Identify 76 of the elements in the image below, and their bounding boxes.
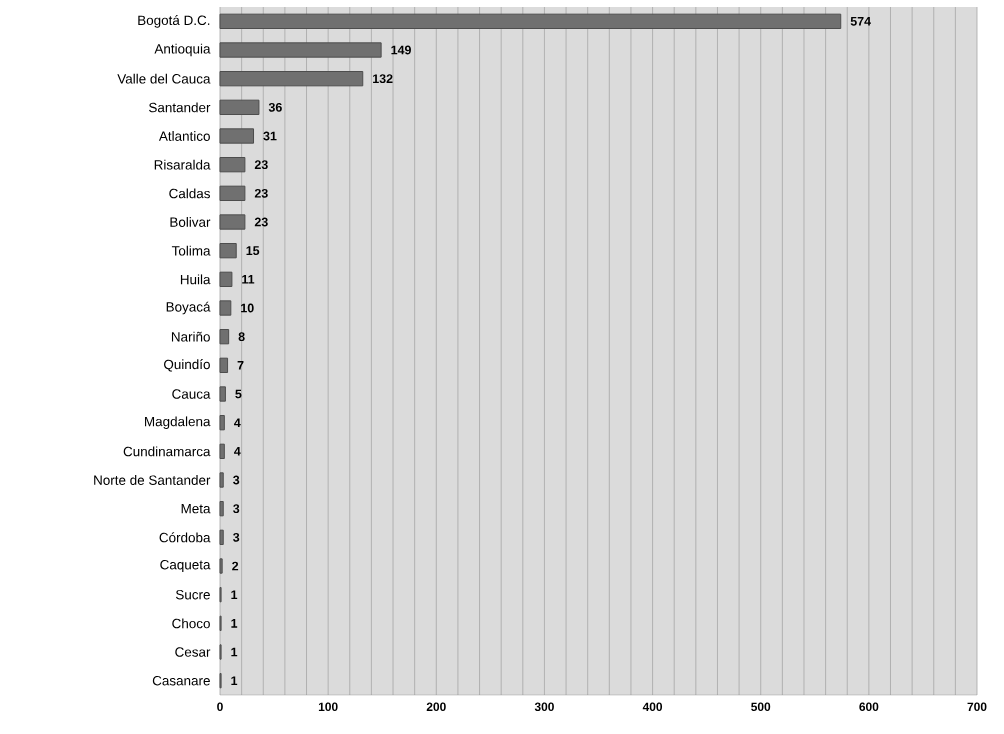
bar <box>219 472 224 488</box>
bar <box>219 214 246 230</box>
x-tick-label: 100 <box>318 702 338 711</box>
data-label: 23 <box>254 160 268 170</box>
y-tick-label: Meta <box>181 503 211 514</box>
x-tick-label: 0 <box>217 702 223 711</box>
bar <box>219 558 223 574</box>
y-tick-label: Risaralda <box>154 159 211 170</box>
data-label: 574 <box>850 17 871 26</box>
y-tick-label: Antioquia <box>154 43 211 57</box>
bar <box>219 99 260 115</box>
data-label: 149 <box>391 45 411 55</box>
y-tick-label: Cauca <box>172 389 211 399</box>
x-tick-label: 300 <box>534 702 554 712</box>
y-tick-label: Norte de Santander <box>94 475 211 485</box>
data-label: 36 <box>268 102 282 112</box>
bar <box>219 157 246 173</box>
data-label: 31 <box>263 131 277 141</box>
x-tick-label: 600 <box>859 702 879 711</box>
bar <box>219 357 229 373</box>
y-tick-label: Magdalena <box>145 416 211 429</box>
data-label: 11 <box>242 275 255 284</box>
bar <box>219 443 225 460</box>
y-tick-label: Caqueta <box>160 559 211 573</box>
y-tick-label: Cundinamarca <box>123 446 211 457</box>
data-label: 23 <box>254 188 268 198</box>
y-tick-label: Cesar <box>175 647 211 657</box>
y-tick-label: Sucre <box>175 589 210 600</box>
data-label: 5 <box>235 389 242 399</box>
y-tick-label: Atlantico <box>158 131 210 141</box>
data-label: 10 <box>241 303 254 313</box>
data-label: 1 <box>231 647 238 657</box>
data-label: 1 <box>231 590 238 599</box>
y-tick-label: Bolivar <box>170 217 211 227</box>
data-label: 23 <box>254 217 268 227</box>
y-tick-label: Choco <box>172 618 210 629</box>
x-tick-label: 400 <box>642 702 663 711</box>
bar <box>219 243 237 259</box>
y-tick-label: Casanare <box>152 675 210 686</box>
data-label: 4 <box>234 447 241 456</box>
data-label: 8 <box>238 332 245 342</box>
data-label: 1 <box>231 676 238 685</box>
bar <box>219 300 232 316</box>
y-tick-label: Nariño <box>171 331 210 342</box>
x-tick-label: 500 <box>751 702 771 711</box>
bar <box>219 329 230 345</box>
y-tick-label: Boyacá <box>166 301 211 315</box>
bar <box>219 13 842 29</box>
data-label: 132 <box>373 74 393 84</box>
bar <box>219 271 233 287</box>
data-label: 4 <box>234 418 241 427</box>
y-tick-label: Quindío <box>164 359 210 372</box>
y-tick-label: Tolima <box>171 245 211 256</box>
y-tick-label: Caldas <box>169 188 210 199</box>
y-tick-label: Córdoba <box>159 532 211 543</box>
bar <box>219 185 246 201</box>
data-label: 3 <box>233 504 240 514</box>
data-label: 3 <box>233 532 240 542</box>
bar <box>219 529 224 546</box>
y-tick-label: Santander <box>149 102 211 113</box>
bar <box>219 71 364 87</box>
bar <box>219 386 226 402</box>
bar <box>219 501 224 517</box>
bar <box>219 42 382 58</box>
data-label: 7 <box>237 361 244 370</box>
bar <box>219 128 255 144</box>
bar <box>219 415 225 431</box>
y-tick-label: Huila <box>180 274 211 285</box>
y-tick-label: Valle del Cauca <box>117 73 211 84</box>
y-tick-label: Bogotá D.C. <box>138 14 210 28</box>
data-label: 15 <box>246 246 260 256</box>
data-label: 3 <box>233 475 240 485</box>
x-tick-label: 700 <box>967 702 987 711</box>
x-tick-label: 200 <box>426 702 446 711</box>
data-label: 1 <box>231 619 238 628</box>
data-label: 2 <box>232 561 239 571</box>
